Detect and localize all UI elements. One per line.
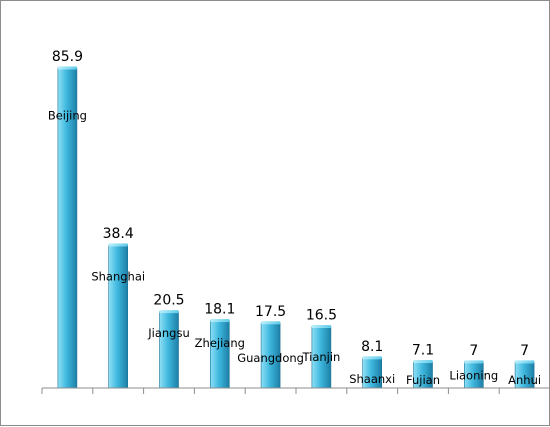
category-label: Fujian (406, 373, 440, 387)
value-label: 38.4 (103, 226, 134, 242)
bar-cap (413, 360, 433, 364)
bar-cap (515, 360, 535, 364)
bar-cap (464, 360, 484, 364)
value-label: 20.5 (153, 293, 184, 309)
category-label: Zhejiang (195, 336, 245, 350)
value-label: 7 (520, 343, 529, 359)
category-label: Guangdong (237, 351, 304, 365)
bar-cap (210, 319, 230, 323)
labels-layer: 85.9 Beijing 38.4 Shanghai 20.5 Jiangsu 18.1 Zh… (48, 49, 541, 387)
bar-cap (261, 321, 281, 325)
category-label: Shanghai (91, 270, 145, 284)
bar-cap (311, 325, 331, 329)
category-label: Tianjin (301, 350, 340, 364)
bar-shanghai (108, 244, 128, 389)
x-axis (41, 387, 550, 394)
category-label: Jiangsu (147, 326, 190, 340)
category-label: Liaoning (449, 369, 498, 383)
value-label: 7 (469, 343, 478, 359)
value-label: 17.5 (255, 304, 286, 320)
value-label: 18.1 (204, 302, 235, 318)
bar-cap (159, 310, 179, 314)
category-label: Beijing (48, 109, 87, 123)
category-label: Anhui (508, 373, 541, 387)
bar-jiangsu (159, 311, 179, 389)
category-label: Shaanxi (349, 372, 395, 386)
value-label: 7.1 (412, 343, 434, 359)
bar-cap (362, 356, 382, 360)
bar-cap (57, 66, 77, 70)
bar-zhejiang (210, 320, 230, 389)
value-label: 85.9 (52, 49, 83, 65)
value-label: 8.1 (361, 339, 383, 355)
bar-cap (108, 243, 128, 247)
value-label: 16.5 (306, 308, 337, 324)
